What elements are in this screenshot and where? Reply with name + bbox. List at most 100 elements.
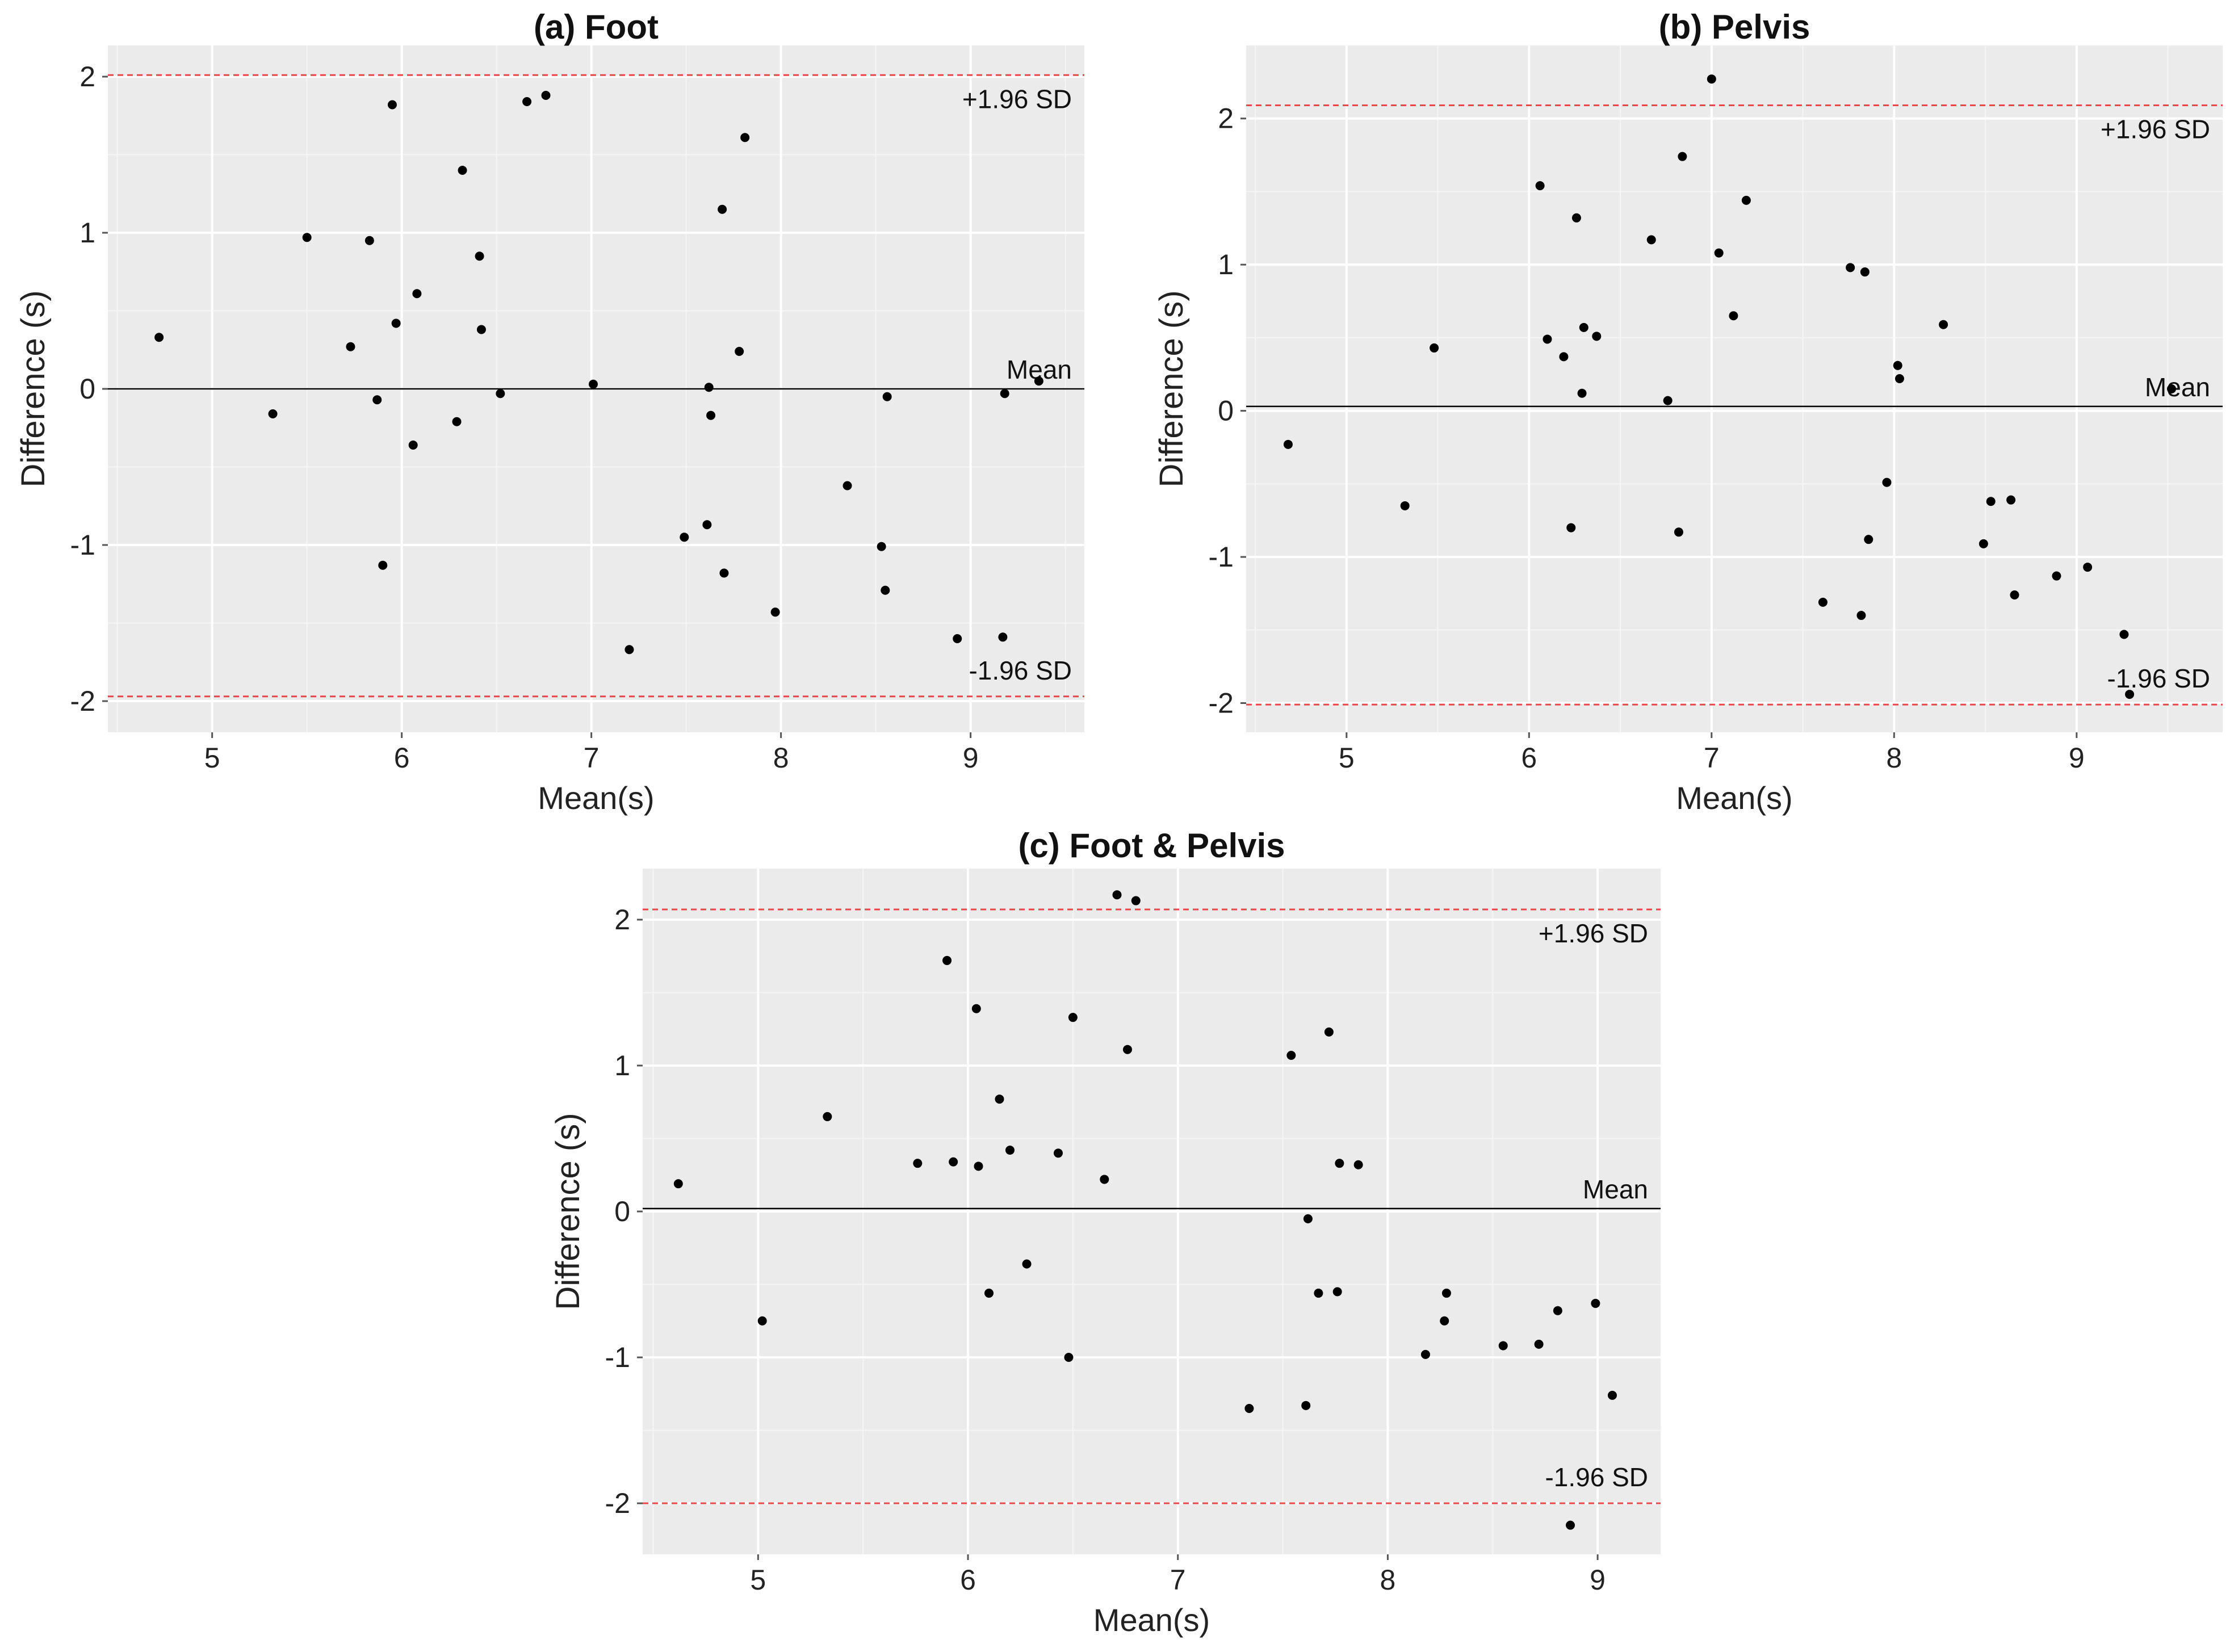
data-point: [1577, 388, 1587, 398]
y-axis-label: Difference (s): [550, 1113, 586, 1310]
x-tick-label: 5: [750, 1564, 766, 1596]
data-point: [1420, 1349, 1430, 1359]
data-point: [1534, 1339, 1544, 1349]
data-point: [408, 441, 418, 450]
x-axis-label: Mean(s): [1093, 1602, 1210, 1638]
x-axis-label: Mean(s): [538, 780, 654, 816]
data-point: [496, 389, 505, 399]
data-point: [971, 1004, 981, 1013]
y-tick-label: 2: [1218, 103, 1234, 135]
data-point: [1893, 360, 1902, 370]
data-point: [1112, 890, 1122, 900]
data-point: [1543, 334, 1552, 344]
data-point: [1882, 477, 1892, 487]
data-point: [476, 325, 486, 334]
data-point: [949, 1157, 958, 1167]
y-tick-label: -2: [605, 1487, 630, 1519]
data-point: [1591, 1298, 1600, 1308]
data-point: [1674, 527, 1683, 537]
upper-limit-label: +1.96 SD: [2101, 115, 2210, 144]
data-point: [1553, 1306, 1562, 1315]
y-tick-label: 0: [79, 373, 95, 405]
data-point: [452, 417, 462, 426]
data-point: [1100, 1175, 1109, 1184]
data-point: [2166, 384, 2176, 393]
panel-b-pelvis: 5 6 7 8 9 -2 -1 0 1 2 Mean +1.96 SD -1.96 SD (b) Pelv…: [1153, 8, 2223, 816]
data-point: [1707, 74, 1716, 84]
data-point: [757, 1316, 767, 1326]
data-point: [1986, 497, 1996, 506]
data-point: [2052, 571, 2061, 581]
data-point: [1571, 213, 1581, 223]
data-point: [680, 533, 689, 542]
data-point: [2119, 630, 2129, 639]
data-point: [1314, 1288, 1323, 1298]
data-point: [268, 409, 278, 418]
mean-label: Mean: [1583, 1175, 1648, 1204]
data-point: [1244, 1403, 1254, 1413]
data-point: [522, 97, 532, 106]
lower-limit-label: -1.96 SD: [2107, 664, 2210, 693]
data-point: [1895, 374, 1904, 383]
data-point: [1818, 597, 1828, 607]
data-point: [1498, 1341, 1508, 1351]
data-point: [995, 1095, 1004, 1104]
y-tick-label: 2: [79, 61, 95, 93]
data-point: [387, 100, 397, 110]
x-tick-label: 9: [1590, 1564, 1606, 1596]
x-tick-label: 7: [1704, 742, 1720, 774]
y-tick-label: 1: [614, 1050, 630, 1081]
x-tick-label: 8: [1886, 742, 1902, 774]
data-point: [302, 233, 312, 242]
mean-label: Mean: [2145, 372, 2210, 402]
data-point: [1864, 535, 1873, 544]
data-point: [942, 955, 952, 965]
data-point: [1131, 896, 1141, 905]
upper-limit-label: +1.96 SD: [1539, 919, 1648, 948]
x-tick-label: 7: [1170, 1564, 1186, 1596]
panel-title: (b) Pelvis: [1659, 8, 1810, 46]
data-point: [1939, 320, 1948, 329]
data-point: [412, 289, 422, 299]
y-tick-label: -1: [605, 1341, 630, 1373]
data-point: [1400, 501, 1410, 510]
data-point: [1303, 1214, 1313, 1223]
x-tick-label: 5: [204, 742, 220, 774]
data-point: [1729, 311, 1738, 321]
data-point: [1566, 523, 1576, 533]
data-point: [1860, 267, 1870, 277]
y-tick-label: 0: [614, 1196, 630, 1227]
data-point: [1335, 1159, 1344, 1168]
data-point: [882, 392, 892, 401]
data-point: [740, 133, 750, 142]
data-point: [673, 1179, 683, 1189]
data-point: [719, 568, 729, 578]
y-axis-label: Difference (s): [1153, 290, 1190, 487]
data-point: [372, 395, 382, 405]
data-point: [1441, 1288, 1451, 1298]
x-tick-label: 8: [773, 742, 789, 774]
data-point: [877, 542, 886, 551]
data-point: [2083, 563, 2093, 572]
data-point: [1579, 322, 1588, 332]
data-point: [843, 481, 852, 490]
data-point: [1000, 389, 1009, 399]
y-tick-label: 1: [79, 217, 95, 249]
upper-limit-label: +1.96 SD: [962, 84, 1072, 114]
data-point: [823, 1112, 832, 1121]
data-point: [154, 333, 164, 342]
data-point: [2010, 590, 2019, 599]
data-point: [2125, 690, 2135, 699]
panel-title: (a) Foot: [534, 8, 659, 46]
panel-title: (c) Foot & Pelvis: [1018, 827, 1285, 865]
data-point: [1535, 181, 1545, 191]
data-point: [1678, 152, 1687, 161]
data-point: [1741, 195, 1751, 205]
data-point: [913, 1159, 923, 1168]
y-tick-label: 1: [1218, 249, 1234, 280]
x-axis-label: Mean(s): [1676, 780, 1792, 816]
data-point: [475, 251, 484, 261]
data-point: [588, 379, 598, 389]
